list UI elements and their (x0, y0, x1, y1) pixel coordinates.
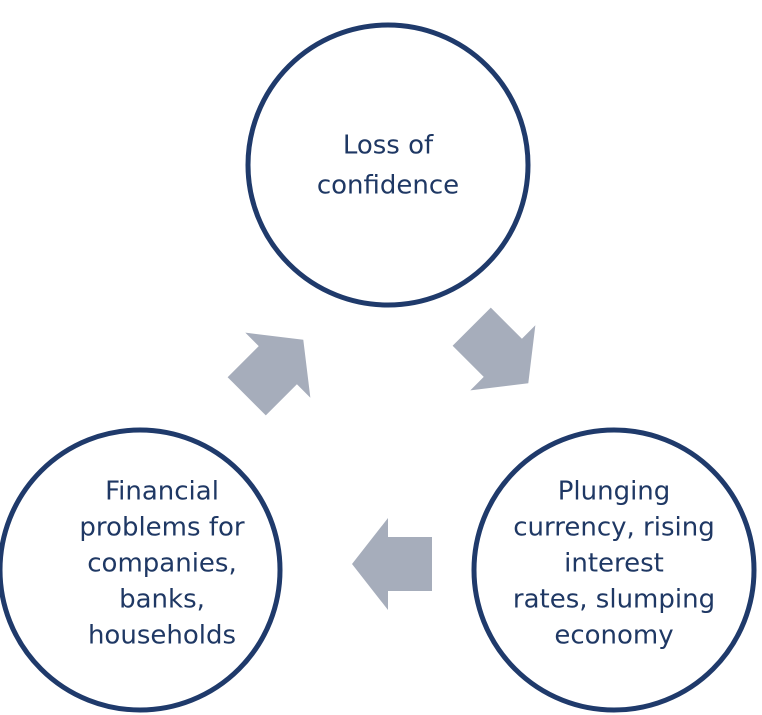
node-circle (471, 427, 757, 713)
node-label: problems for (79, 513, 244, 543)
node-label: Plunging (558, 477, 671, 507)
node-label: currency, rising (513, 513, 714, 543)
node-circle (245, 22, 531, 308)
node-label: Loss of (343, 131, 434, 161)
node-label: economy (554, 621, 673, 651)
node-label: confidence (317, 171, 459, 201)
node-label: interest (564, 549, 664, 579)
node-label: households (88, 621, 236, 651)
cycle-arrow (439, 294, 561, 416)
node-label: companies, (87, 549, 236, 579)
cycle-arrow (214, 307, 336, 429)
node-label: Financial (105, 477, 219, 507)
node-circle (0, 427, 283, 713)
node-label: banks, (119, 585, 205, 615)
node-label: rates, slumping (513, 585, 715, 615)
cycle-arrow (352, 518, 432, 610)
